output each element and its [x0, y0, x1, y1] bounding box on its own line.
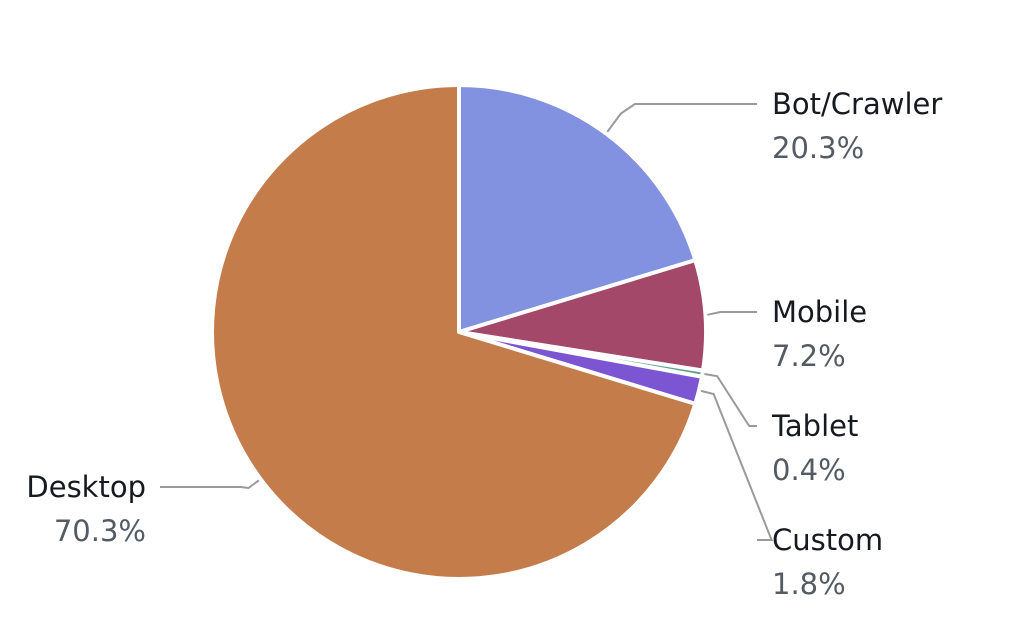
slice-label-tablet: Tablet	[771, 409, 858, 443]
leader-line-mobile	[707, 311, 757, 316]
slice-label-custom: Custom	[772, 523, 883, 557]
slice-percent-mobile: 7.2%	[772, 339, 846, 373]
leader-line-bot-crawler	[606, 103, 757, 133]
leader-line-custom	[700, 389, 774, 541]
slice-labels: Bot/Crawler 20.3% Mobile 7.2% Tablet 0.4% Cust…	[26, 87, 942, 601]
pie-slices	[210, 83, 708, 581]
pie-slice-bot-crawler[interactable]	[457, 83, 698, 334]
leader-line-tablet	[704, 373, 757, 427]
pie-slice-mobile[interactable]	[457, 258, 708, 373]
slice-percent-custom: 1.8%	[772, 567, 846, 601]
slice-percent-bot-crawler: 20.3%	[772, 131, 864, 165]
slice-label-mobile: Mobile	[772, 295, 867, 329]
slice-label-bot-crawler: Bot/Crawler	[772, 87, 942, 121]
leader-line-desktop	[160, 479, 260, 490]
leader-lines	[160, 103, 774, 541]
slice-percent-tablet: 0.4%	[772, 453, 846, 487]
pie-slice-desktop[interactable]	[210, 83, 698, 581]
slice-label-desktop: Desktop	[26, 470, 146, 504]
slice-percent-desktop: 70.3%	[54, 514, 146, 548]
